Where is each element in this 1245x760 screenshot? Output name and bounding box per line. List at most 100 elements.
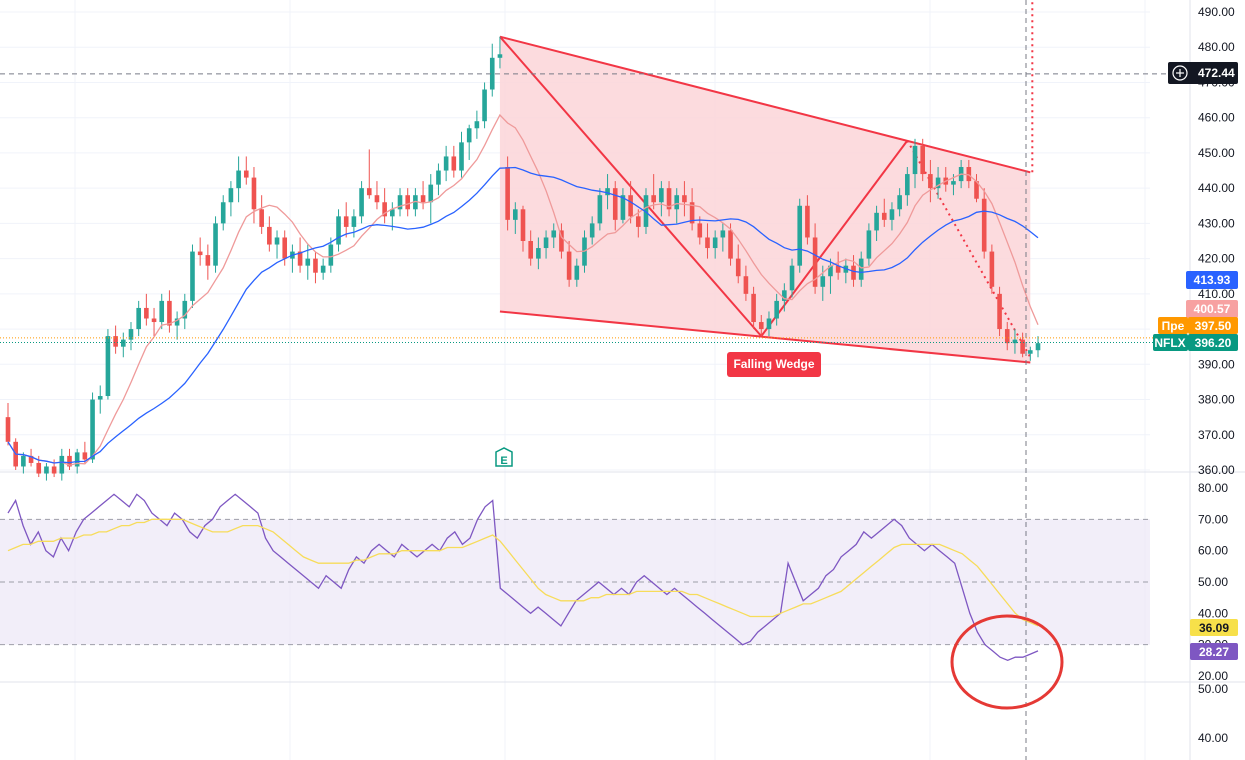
- candle-body: [82, 452, 88, 460]
- candle-body: [489, 57, 495, 90]
- candle: [666, 181, 672, 217]
- candle-body: [543, 237, 549, 249]
- candle-body: [305, 258, 311, 266]
- candle: [267, 216, 272, 252]
- candle: [205, 244, 211, 280]
- candle: [97, 385, 103, 414]
- prev-close-badge: Пре 397.50: [1158, 317, 1238, 334]
- candle-body: [881, 212, 887, 220]
- candle-body: [313, 258, 318, 273]
- falling-wedge-label[interactable]: Falling Wedge: [727, 352, 821, 377]
- candle: [113, 325, 118, 354]
- candle: [405, 188, 411, 217]
- price-axis[interactable]: 490.00480.00470.00460.00450.00440.00430.…: [1198, 5, 1235, 745]
- rsi-value: 28.27: [1199, 645, 1229, 659]
- rsi-tick-3: 50.00: [1198, 575, 1228, 589]
- candle: [174, 311, 180, 340]
- price-tick-13: 360.00: [1198, 463, 1235, 477]
- candle-body: [136, 307, 141, 330]
- candle: [297, 237, 303, 273]
- candle-body: [297, 251, 303, 266]
- lower-tick-0: 50.00: [1198, 682, 1228, 696]
- rsi-tick-6: 20.00: [1198, 669, 1228, 683]
- candle: [820, 265, 826, 301]
- candle: [559, 223, 564, 259]
- candle-body: [67, 455, 72, 467]
- rsi-signal-value: 36.09: [1199, 621, 1229, 635]
- candle-body: [151, 318, 157, 323]
- rsi-tick-1: 70.00: [1198, 512, 1228, 526]
- candle: [67, 448, 72, 470]
- candle: [228, 181, 234, 217]
- price-tick-11: 380.00: [1198, 393, 1235, 407]
- candle: [459, 131, 464, 178]
- candle-body: [366, 188, 372, 196]
- candle-body: [974, 181, 979, 199]
- candle: [443, 145, 449, 182]
- plus-circle-icon: [1172, 65, 1188, 81]
- candle-body: [428, 184, 434, 203]
- candle: [966, 159, 972, 189]
- candle-body: [812, 237, 818, 287]
- candle: [282, 230, 288, 266]
- candle-body: [197, 251, 203, 256]
- candle-body: [528, 241, 533, 259]
- candle: [320, 258, 326, 280]
- candle-body: [951, 181, 956, 185]
- highlight-circle: [950, 614, 1064, 710]
- price-tick-3: 460.00: [1198, 111, 1235, 125]
- candle-body: [758, 322, 764, 330]
- candle-body: [436, 170, 441, 185]
- candle-body: [1004, 329, 1010, 344]
- rsi-value-badge: 28.27: [1190, 643, 1238, 660]
- candle-body: [205, 255, 211, 266]
- candle-body: [397, 195, 403, 210]
- candle: [928, 159, 933, 203]
- falling-wedge-text: Falling Wedge: [733, 357, 814, 371]
- lower-tick-1: 40.00: [1198, 731, 1228, 745]
- candle-body: [413, 195, 418, 210]
- candle: [474, 110, 480, 139]
- candle-body: [889, 209, 895, 220]
- candle-body: [267, 226, 272, 245]
- candle: [697, 216, 703, 245]
- candle: [774, 293, 779, 326]
- candle-body: [174, 318, 180, 326]
- last-price-value: 396.20: [1195, 336, 1232, 350]
- candle-body: [835, 265, 841, 273]
- candle: [359, 181, 364, 224]
- candle-body: [520, 209, 526, 241]
- candle-body: [474, 121, 480, 129]
- candle-body: [720, 230, 726, 238]
- candle-body: [128, 329, 134, 340]
- candle-body: [420, 195, 426, 203]
- candle-body: [897, 195, 902, 210]
- candle: [597, 188, 603, 231]
- candle: [21, 452, 26, 474]
- candle: [1012, 329, 1018, 354]
- rsi-tick-2: 60.00: [1198, 544, 1228, 558]
- price-tick-5: 440.00: [1198, 181, 1235, 195]
- candle: [513, 202, 518, 234]
- candle-body: [905, 174, 910, 196]
- candle-body: [405, 195, 411, 210]
- candle: [689, 188, 695, 231]
- candle: [136, 300, 141, 337]
- candle-body: [251, 177, 257, 210]
- candle-body: [97, 396, 103, 400]
- candle: [466, 124, 472, 160]
- candle-body: [21, 455, 26, 467]
- candle: [828, 258, 833, 294]
- candle-body: [981, 198, 987, 252]
- earnings-marker[interactable]: E: [495, 447, 513, 467]
- candle-body: [1035, 343, 1041, 351]
- candle-body: [259, 209, 264, 227]
- candle-body: [28, 455, 34, 463]
- crosshair-price-badge: 472.44: [1168, 62, 1238, 84]
- earnings-marker-text: E: [500, 455, 507, 467]
- candle-body: [459, 142, 464, 171]
- crosshair-price-text: 472.44: [1198, 66, 1235, 80]
- candle: [651, 174, 656, 210]
- crosshair: [0, 0, 1168, 760]
